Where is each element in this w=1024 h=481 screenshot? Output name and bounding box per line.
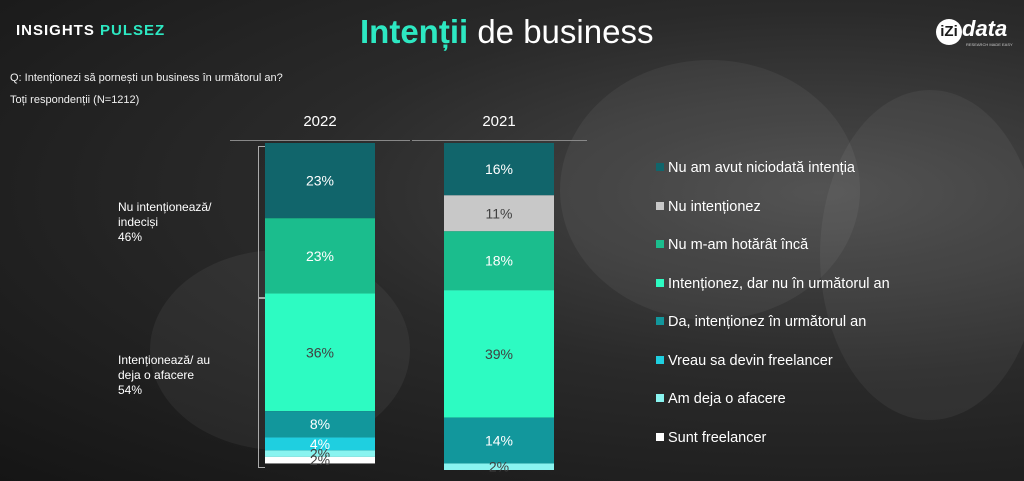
legend-label: Nu intenționez	[668, 198, 761, 215]
survey-question: Q: Intenționezi să pornești un business …	[10, 72, 283, 84]
bar-segment-2022-8	[265, 456, 375, 464]
brand-logo-left: INSIGHTS PULSEZ	[16, 22, 165, 39]
legend-label: Da, intenționez în următorul an	[668, 314, 867, 330]
data-label-2022-1: 23%	[306, 173, 334, 189]
brand-logo-right: iZi data RESEARCH MADE EASY	[936, 16, 1013, 47]
brand-text-1: INSIGHTS	[16, 22, 95, 39]
legend-swatch	[656, 355, 664, 364]
group-label-positive: Intenționează/ au deja o afacere 54%	[118, 353, 211, 397]
year-divider-2021	[412, 140, 587, 141]
legend-label: Sunt freelancer	[668, 429, 767, 446]
legend-label: Intenționez, dar nu în următorul an	[668, 275, 890, 292]
legend-swatch	[656, 278, 664, 287]
data-label-2021-7: 2%	[489, 459, 509, 475]
data-label-2022-8: 2%	[310, 452, 330, 468]
bar-segment-2021-7	[444, 463, 554, 470]
bar-segment-2021-5	[444, 417, 554, 464]
year-label-2022: 2022	[303, 113, 337, 130]
legend-label: Vreau sa devin freelancer	[668, 352, 833, 369]
bar-segment-2022-7	[265, 450, 375, 457]
group-bracket-negative	[258, 146, 265, 298]
legend-item-4: Intenționez, dar nu în următorul an	[656, 276, 890, 292]
bar-segment-2021-1	[444, 143, 554, 196]
respondent-base: Toți respondenții (N=1212)	[10, 94, 140, 106]
brand-text-2: PULSEZ	[100, 22, 166, 39]
bar-segment-2021-3	[444, 231, 554, 291]
data-label-2022-3: 23%	[306, 248, 334, 264]
year-divider-2022	[230, 140, 410, 141]
legend-item-2: Nu intenționez	[656, 199, 761, 215]
data-label-2022-5: 8%	[310, 416, 330, 432]
legend-swatch	[656, 201, 664, 210]
year-label-2021: 2021	[482, 113, 516, 130]
legend-item-1: Nu am avut niciodată intenția	[656, 160, 855, 176]
bar-segment-2022-6	[265, 437, 375, 451]
legend-item-8: Sunt freelancer	[656, 430, 766, 446]
bar-segment-2021-4	[444, 290, 554, 418]
bar-segment-2022-1	[265, 143, 375, 219]
bar-segment-2022-3	[265, 218, 375, 294]
legend-item-7: Am deja o afacere	[656, 391, 786, 407]
data-label-2021-5: 14%	[485, 433, 513, 449]
legend-label: Am deja o afacere	[668, 391, 786, 407]
bar-segment-2022-4	[265, 293, 375, 412]
bar-segment-2021-2	[444, 195, 554, 232]
data-label-2022-4: 36%	[306, 344, 334, 360]
legend-swatch	[656, 317, 664, 325]
legend-swatch	[656, 240, 664, 248]
legend-swatch	[656, 163, 664, 171]
logo-text: data	[962, 16, 1008, 41]
legend-label: Nu am avut niciodată intenția	[668, 160, 855, 176]
page-title: Intenții de business	[360, 13, 653, 51]
title-rest: de business	[468, 13, 654, 50]
legend-item-5: Da, intenționez în următorul an	[656, 314, 866, 330]
data-label-2021-4: 39%	[485, 346, 513, 362]
group-bracket-positive	[258, 298, 265, 468]
legend-item-6: Vreau sa devin freelancer	[656, 353, 833, 369]
legend-swatch	[656, 394, 664, 402]
legend-label: Nu m-am hotărât încă	[668, 237, 809, 253]
data-label-2021-2: 11%	[486, 205, 513, 221]
background-shape	[820, 90, 1024, 420]
data-label-2021-3: 18%	[485, 253, 513, 269]
group-label-negative: Nu intenționează/ indeciși 46%	[118, 200, 212, 244]
background-shape	[560, 60, 860, 320]
bar-segment-2022-5	[265, 411, 375, 438]
legend-item-3: Nu m-am hotărât încă	[656, 237, 808, 253]
logo-mark: iZi	[936, 19, 962, 45]
data-label-2021-1: 16%	[485, 161, 513, 177]
data-label-2022-6: 4%	[310, 436, 330, 452]
title-highlight: Intenții	[360, 13, 469, 50]
legend-swatch	[656, 432, 664, 441]
logo-tagline: RESEARCH MADE EASY	[966, 42, 1013, 47]
